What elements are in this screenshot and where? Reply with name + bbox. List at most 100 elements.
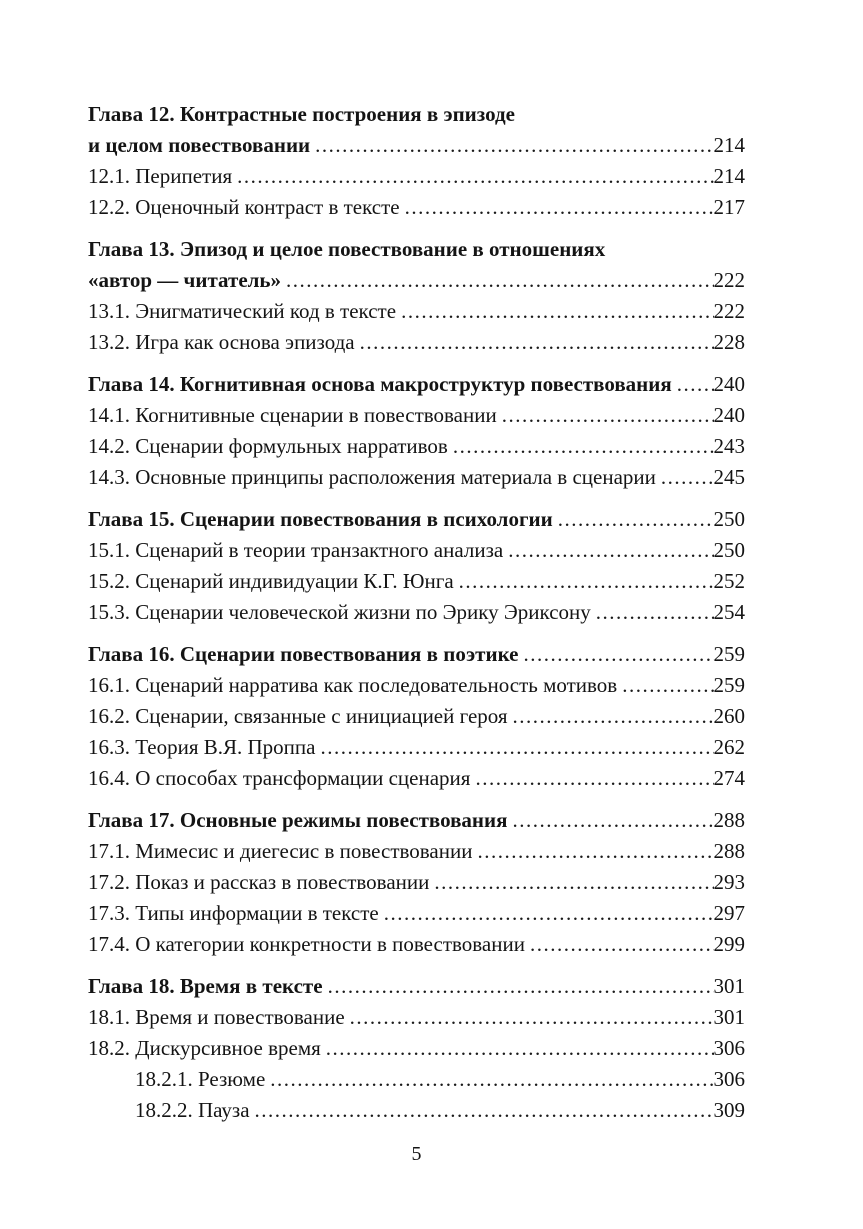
dot-leader — [553, 504, 714, 535]
dot-leader — [508, 805, 714, 836]
toc-chapter-title: Глава 15. Сценарии повествования в психо… — [88, 507, 553, 531]
toc-entry-label: 14.1. Когнитивные сценарии в повествован… — [88, 403, 497, 427]
toc-section-row: 12.1. Перипетия 214 — [88, 161, 745, 192]
toc-section-row: 15.1. Сценарий в теории транзактного ана… — [88, 535, 745, 566]
toc-chapter-row: Глава 15. Сценарии повествования в психо… — [88, 504, 745, 535]
toc-entry-label: 16.1. Сценарий нарратива как последовате… — [88, 673, 618, 697]
toc-entry-page: 222 — [713, 299, 746, 323]
toc-entry-page: 254 — [713, 600, 746, 624]
dot-leader — [470, 763, 713, 794]
toc-entry-label: 17.1. Мимесис и диегесис в повествовании — [88, 839, 473, 863]
toc-entry-page: 252 — [713, 569, 746, 593]
toc-section-row: 16.4. О способах трансформации сценария 2… — [88, 763, 745, 794]
toc-entry-page: 245 — [713, 465, 746, 489]
toc-entry-page: 306 — [713, 1067, 746, 1091]
toc-section-row: 16.3. Теория В.Я. Проппа 262 — [88, 732, 745, 763]
toc-chapter-row: Глава 17. Основные режимы повествования 2… — [88, 805, 745, 836]
toc-entry-label: 15.2. Сценарий индивидуации К.Г. Юнга — [88, 569, 454, 593]
dot-leader — [454, 566, 714, 597]
dot-leader — [672, 369, 714, 400]
toc-entry-label: 17.4. О категории конкретности в повеств… — [88, 932, 525, 956]
toc-entry-page: 228 — [713, 330, 746, 354]
toc-section-row: 15.2. Сценарий индивидуации К.Г. Юнга 252 — [88, 566, 745, 597]
toc-section-row: 16.2. Сценарии, связанные с инициацией г… — [88, 701, 745, 732]
toc-entry-label: 18.1. Время и повествование — [88, 1005, 345, 1029]
dot-leader — [497, 400, 714, 431]
toc-chapter-title: Глава 17. Основные режимы повествования — [88, 808, 508, 832]
toc-entry-label: 18.2. Дискурсивное время — [88, 1036, 321, 1060]
toc-chapter-title: Глава 18. Время в тексте — [88, 974, 323, 998]
toc-entry-page: 306 — [713, 1036, 746, 1060]
toc-entry-page: 243 — [713, 434, 746, 458]
toc-entry-page: 240 — [713, 372, 746, 396]
toc-entry-page: 250 — [713, 538, 746, 562]
toc-section-row: 16.1. Сценарий нарратива как последовате… — [88, 670, 745, 701]
toc-entry-page: 259 — [713, 673, 746, 697]
toc-entry-page: 250 — [713, 507, 746, 531]
toc-entry-page: 293 — [713, 870, 746, 894]
toc-chapter-row: Глава 18. Время в тексте 301 — [88, 971, 745, 1002]
toc-entry-page: 259 — [713, 642, 746, 666]
toc-entry-page: 214 — [713, 133, 746, 157]
toc-entry-label: 12.2. Оценочный контраст в тексте — [88, 195, 400, 219]
toc-chapter-title: Глава 13. Эпизод и целое повествование в… — [88, 237, 606, 261]
toc-entry-page: 299 — [713, 932, 746, 956]
toc-section-row: 15.3. Сценарии человеческой жизни по Эри… — [88, 597, 745, 628]
toc-chapter-row: Глава 16. Сценарии повествования в поэти… — [88, 639, 745, 670]
toc-chapter-title: и целом повествовании — [88, 133, 311, 157]
toc-entry-label: 16.2. Сценарии, связанные с инициацией г… — [88, 704, 508, 728]
toc-entry-page: 301 — [713, 974, 746, 998]
toc-entry-page: 240 — [713, 403, 746, 427]
dot-leader — [232, 161, 713, 192]
dot-leader — [448, 431, 714, 462]
dot-leader — [323, 971, 714, 1002]
dot-leader — [508, 701, 714, 732]
toc-chapter-title: «автор — читатель» — [88, 268, 282, 292]
toc-entry-page: 309 — [713, 1098, 746, 1122]
toc-section-row: 13.1. Энигматический код в тексте 222 — [88, 296, 745, 327]
toc-chapter-title: Глава 16. Сценарии повествования в поэти… — [88, 642, 519, 666]
dot-leader — [265, 1064, 713, 1095]
table-of-contents: Глава 12. Контрастные построения в эпизо… — [88, 99, 745, 1126]
toc-section-row: 14.2. Сценарии формульных нарративов 243 — [88, 431, 745, 462]
toc-section-row: 13.2. Игра как основа эпизода 228 — [88, 327, 745, 358]
toc-subsection-row: 18.2.2. Пауза 309 — [88, 1095, 745, 1126]
dot-leader — [472, 836, 713, 867]
dot-leader — [591, 597, 714, 628]
toc-chapter-row: Глава 12. Контрастные построения в эпизо… — [88, 99, 745, 130]
toc-entry-page: 222 — [713, 268, 746, 292]
toc-chapter-title: Глава 12. Контрастные построения в эпизо… — [88, 102, 515, 126]
dot-leader — [656, 462, 714, 493]
toc-entry-page: 260 — [713, 704, 746, 728]
dot-leader — [396, 296, 713, 327]
toc-subsection-row: 18.2.1. Резюме 306 — [88, 1064, 745, 1095]
toc-entry-page: 262 — [713, 735, 746, 759]
dot-leader — [310, 130, 713, 161]
toc-section-row: 14.3. Основные принципы расположения мат… — [88, 462, 745, 493]
toc-entry-page: 274 — [713, 766, 746, 790]
dot-leader — [250, 1095, 714, 1126]
toc-section-row: 17.4. О категории конкретности в повеств… — [88, 929, 745, 960]
toc-chapter-title: Глава 14. Когнитивная основа макрострукт… — [88, 372, 672, 396]
toc-section-row: 18.1. Время и повествование 301 — [88, 1002, 745, 1033]
dot-leader — [345, 1002, 714, 1033]
dot-leader — [518, 639, 713, 670]
page-number: 5 — [411, 1143, 422, 1165]
toc-entry-page: 214 — [713, 164, 746, 188]
toc-section-row: 14.1. Когнитивные сценарии в повествован… — [88, 400, 745, 431]
toc-chapter-row: «автор — читатель» 222 — [88, 265, 745, 296]
toc-entry-label: 18.2.1. Резюме — [135, 1067, 266, 1091]
toc-entry-label: 17.3. Типы информации в тексте — [88, 901, 379, 925]
toc-entry-page: 301 — [713, 1005, 746, 1029]
dot-leader — [429, 867, 713, 898]
dot-leader — [400, 192, 714, 223]
toc-entry-page: 288 — [713, 808, 746, 832]
dot-leader — [525, 929, 714, 960]
toc-section-row: 12.2. Оценочный контраст в тексте 217 — [88, 192, 745, 223]
toc-chapter-row: и целом повествовании 214 — [88, 130, 745, 161]
dot-leader — [379, 898, 714, 929]
toc-entry-label: 14.2. Сценарии формульных нарративов — [88, 434, 448, 458]
toc-entry-page: 288 — [713, 839, 746, 863]
dot-leader — [321, 1033, 714, 1064]
